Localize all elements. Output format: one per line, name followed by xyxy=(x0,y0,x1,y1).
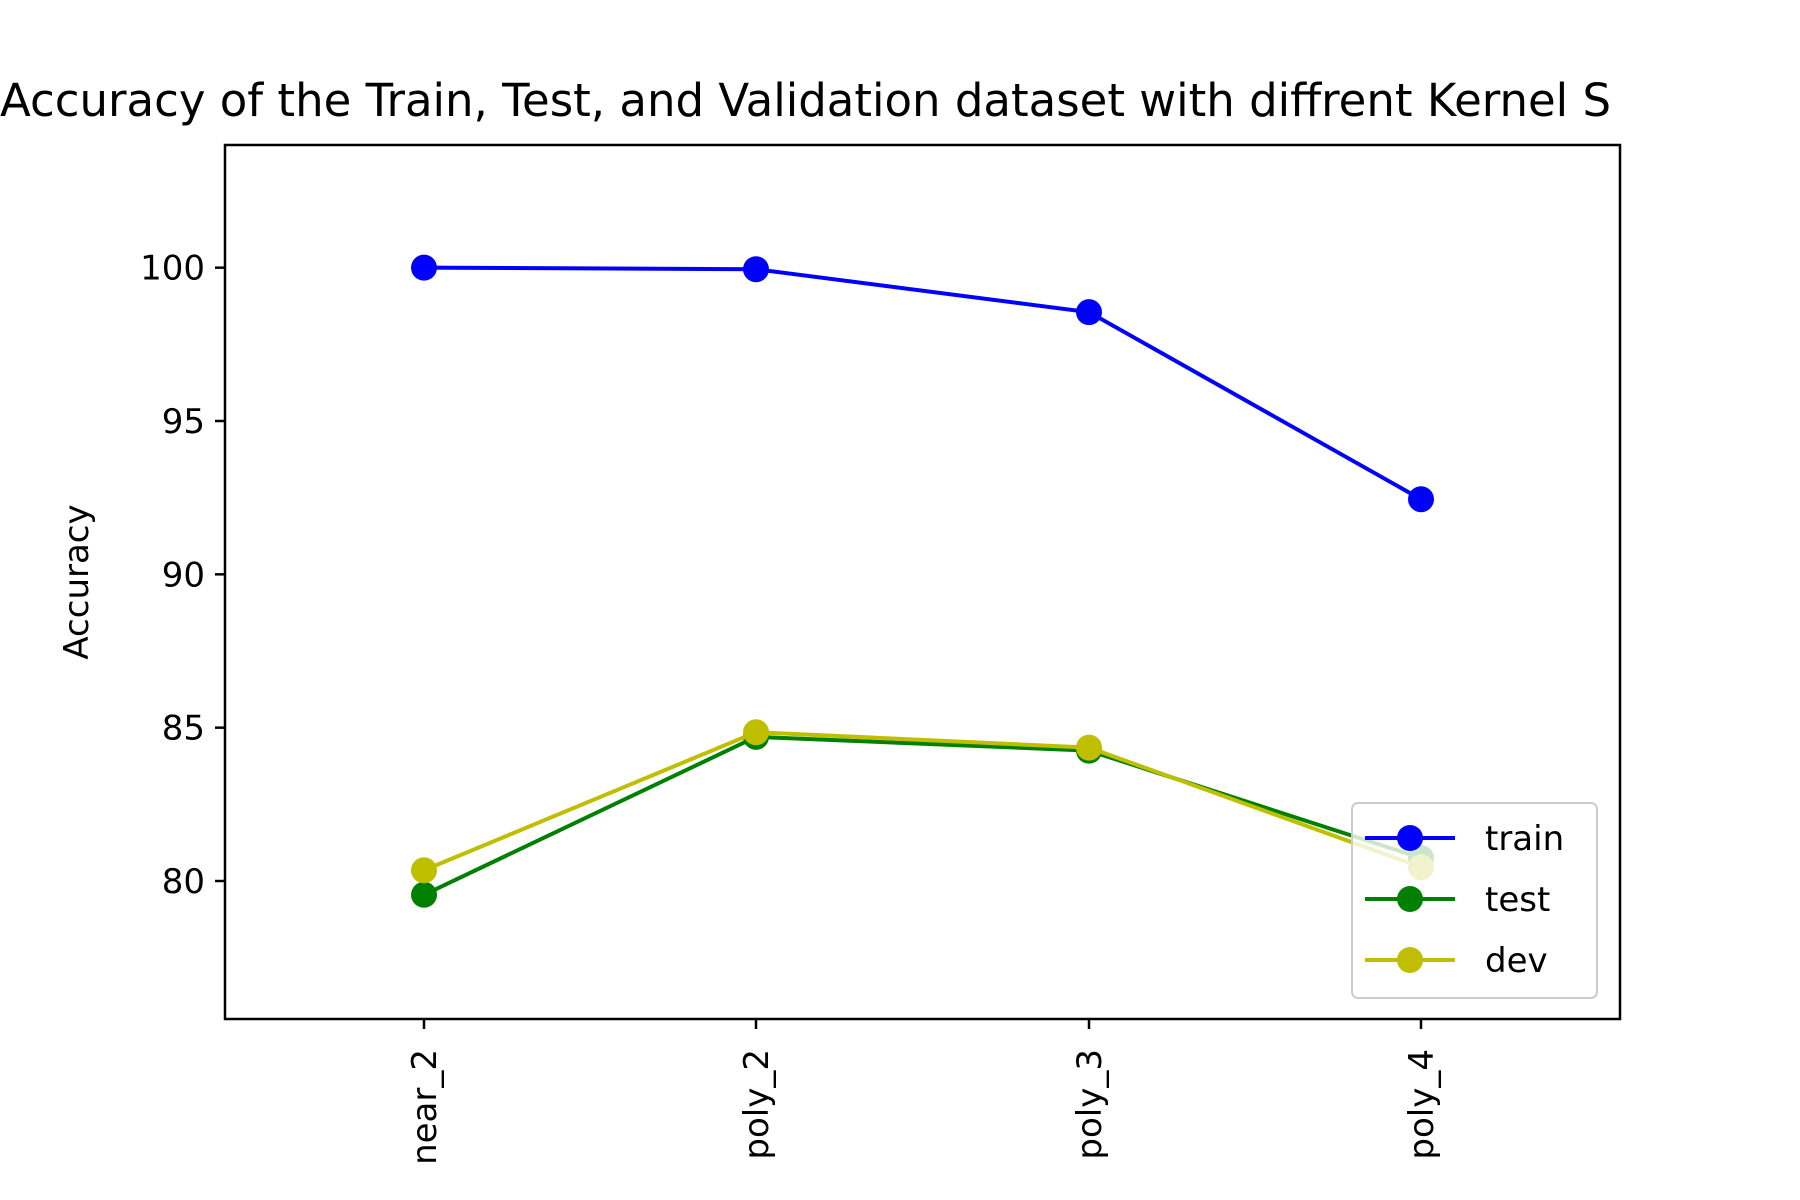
legend: train test dev xyxy=(1351,802,1598,999)
series-line-test xyxy=(423,734,1422,897)
x-axis-ticks: near_2 poly_2 poly_3 poly_4 xyxy=(405,1019,1442,1165)
data-point-test xyxy=(411,881,437,908)
series-train xyxy=(411,254,1434,513)
x-tick-label: poly_3 xyxy=(1070,1049,1110,1160)
y-tick-label: 95 xyxy=(162,402,205,442)
y-tick-label: 85 xyxy=(162,709,205,749)
series-line-train xyxy=(423,265,1422,501)
y-axis-ticks: 80 85 90 95 100 xyxy=(140,249,225,902)
y-tick-label: 80 xyxy=(162,862,205,902)
data-point-train xyxy=(411,254,437,281)
legend-label-train: train xyxy=(1485,819,1564,859)
legend-marker-test xyxy=(1397,886,1423,912)
chart-title: Accuracy of the Train, Test, and Validat… xyxy=(0,74,1611,127)
data-point-train xyxy=(1408,486,1434,513)
legend-label-test: test xyxy=(1485,880,1550,920)
plot-frame xyxy=(223,143,1622,1021)
x-tick-label: near_2 xyxy=(405,1049,445,1165)
x-tick-label: poly_2 xyxy=(737,1049,777,1160)
series-group xyxy=(411,254,1434,908)
legend-marker-train xyxy=(1397,825,1423,851)
x-tick-label: poly_4 xyxy=(1402,1049,1442,1160)
legend-label-dev: dev xyxy=(1485,941,1548,981)
data-point-train xyxy=(1076,299,1102,326)
data-point-dev xyxy=(1076,734,1102,761)
legend-marker-dev xyxy=(1397,947,1423,973)
y-axis-label: Accuracy xyxy=(57,504,97,659)
data-point-dev xyxy=(743,719,769,746)
series-line-dev xyxy=(423,730,1422,873)
data-point-train xyxy=(743,256,769,283)
data-point-dev xyxy=(411,857,437,884)
y-tick-label: 100 xyxy=(140,249,205,289)
y-tick-label: 90 xyxy=(162,555,205,595)
